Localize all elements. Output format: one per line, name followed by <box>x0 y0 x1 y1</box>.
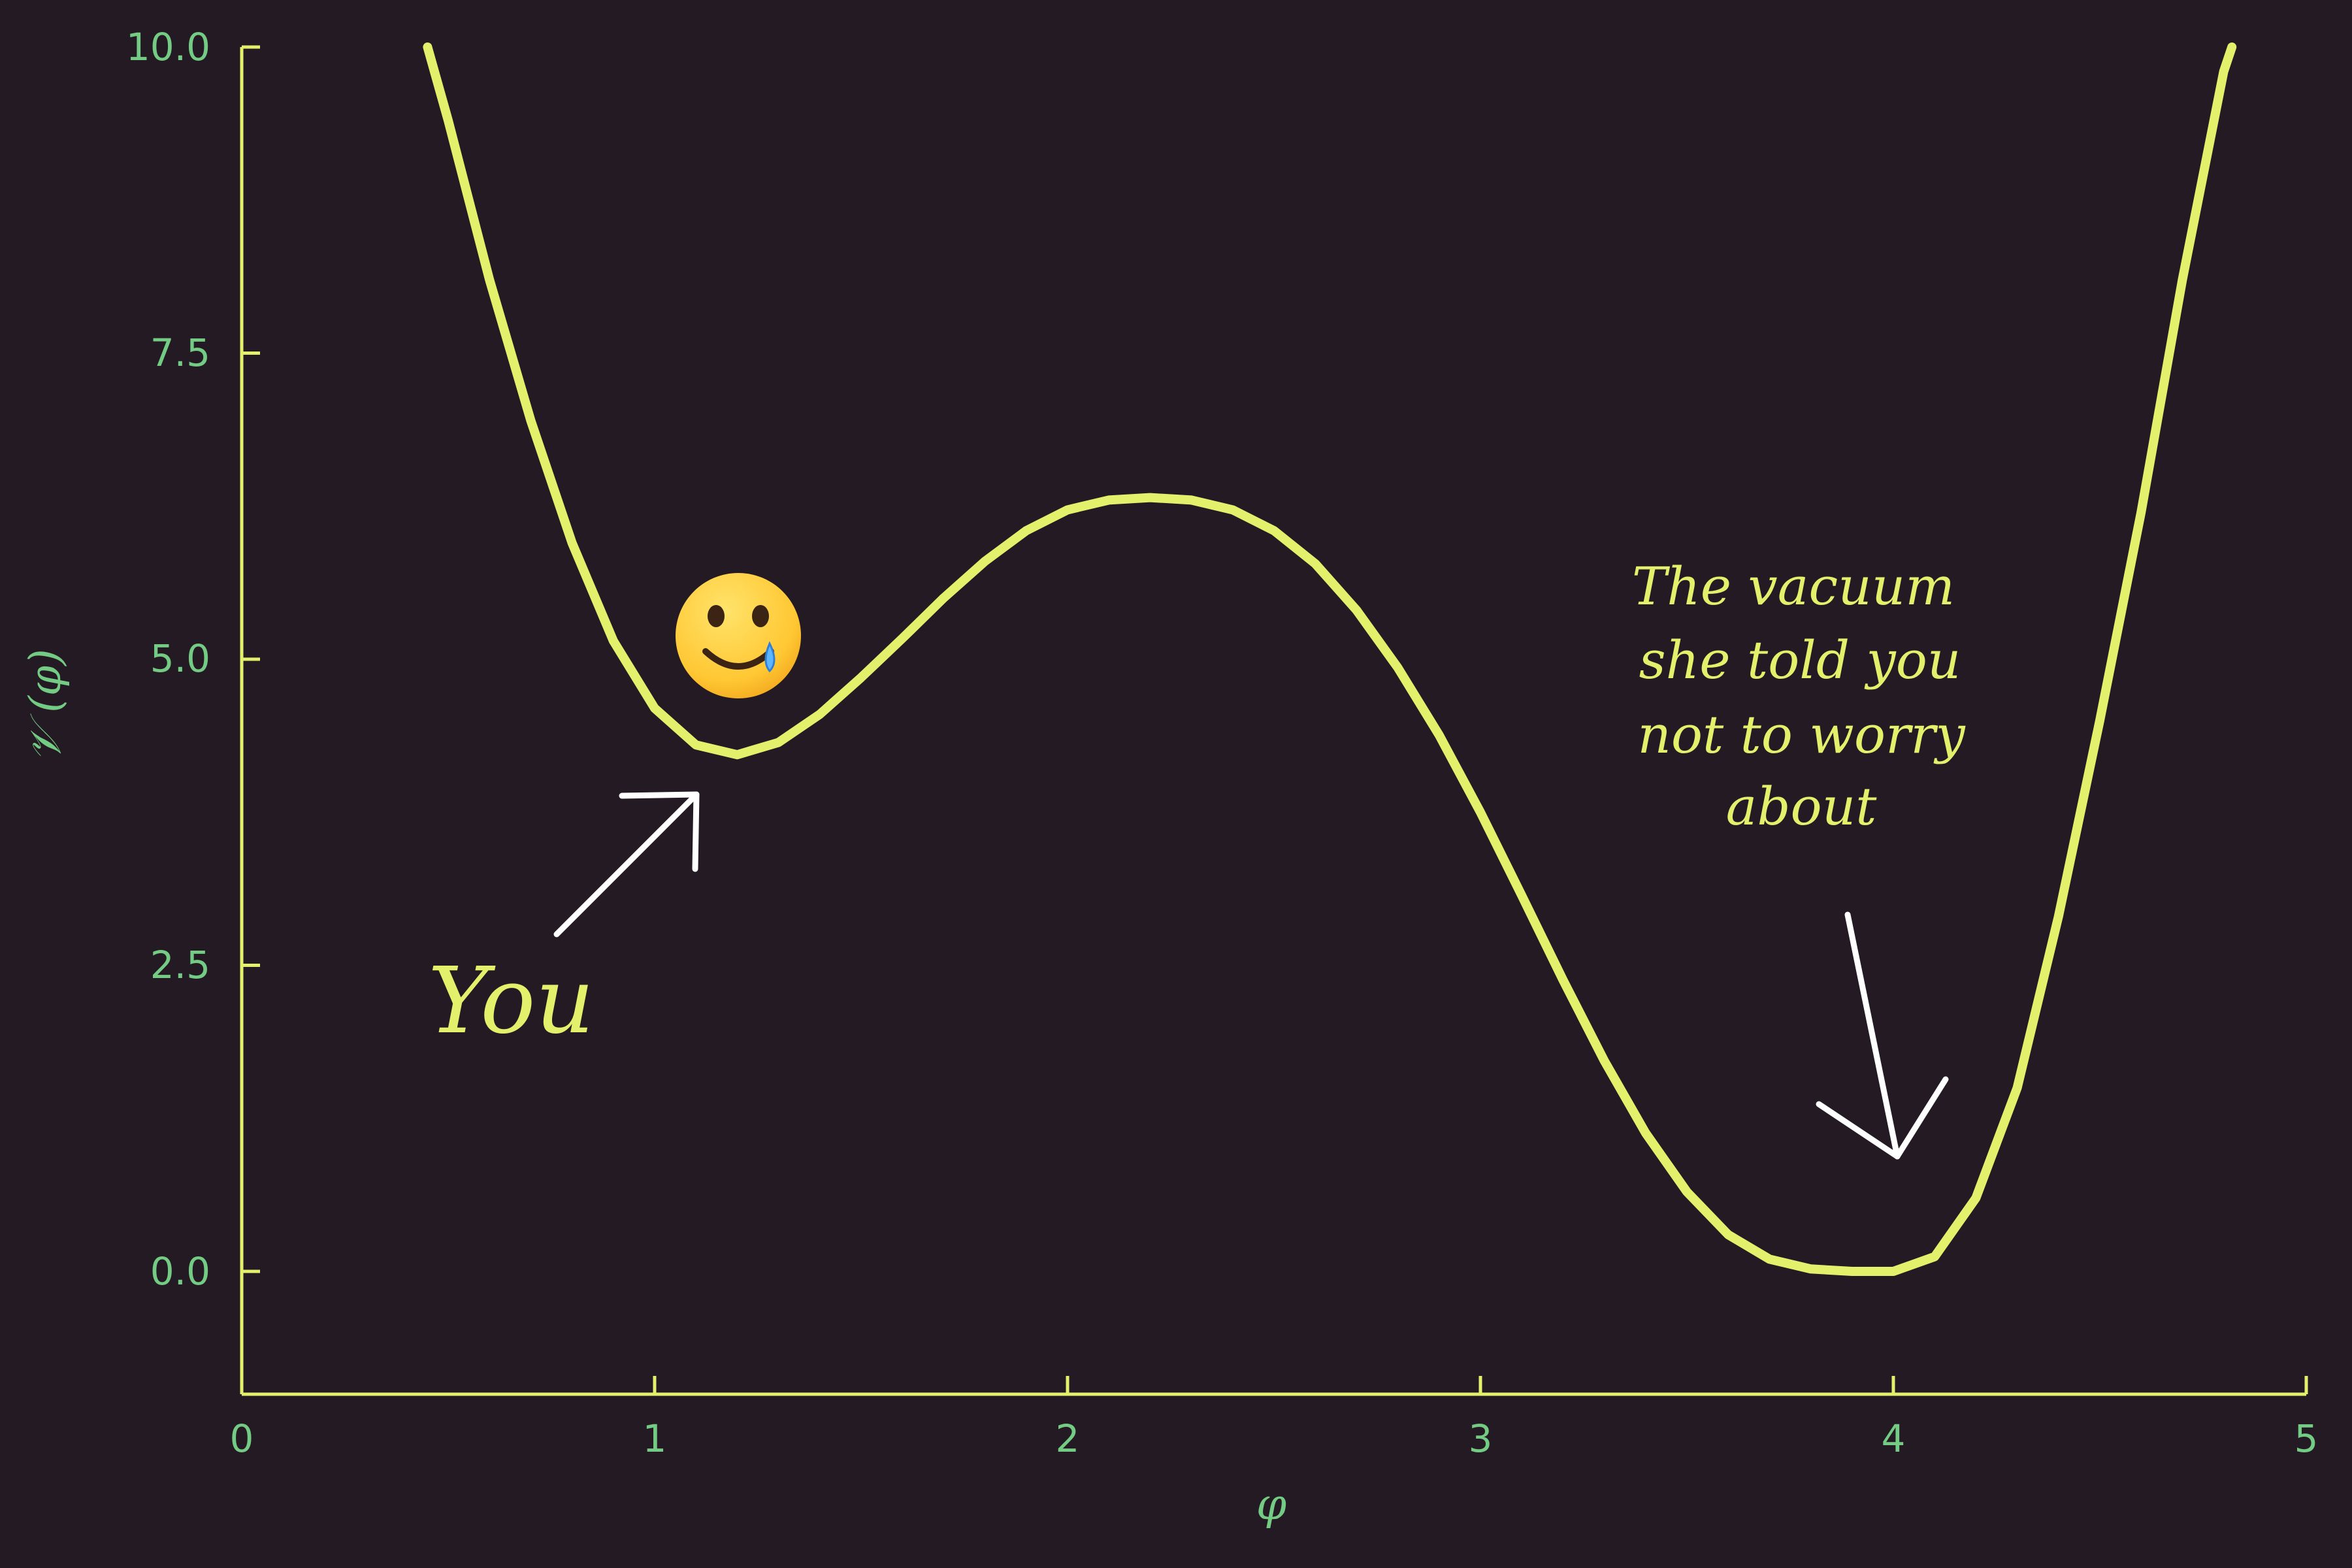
true-vacuum-line-1: The vacuum <box>1632 556 1955 617</box>
arrow-to-true-vacuum <box>1816 911 1949 1160</box>
y-axis-title: 𝒱 (φ) <box>20 649 71 762</box>
y-tick-label: 0.0 <box>150 1249 210 1294</box>
y-tick-label: 7.5 <box>150 331 210 375</box>
true-vacuum-line-4: about <box>1726 776 1878 837</box>
x-tick-label: 2 <box>1056 1416 1080 1461</box>
arrow-to-false-vacuum <box>553 791 700 938</box>
x-tick-label: 4 <box>1882 1416 1906 1461</box>
smiling-face-with-tear-icon <box>676 573 801 698</box>
y-tick-label: 5.0 <box>150 636 210 681</box>
true-vacuum-line-3: not to worry <box>1637 704 1966 765</box>
potential-curve <box>423 42 2237 1276</box>
x-tick-label: 0 <box>230 1416 254 1461</box>
y-tick-label: 2.5 <box>150 943 210 987</box>
true-vacuum-line-2: she told you <box>1639 630 1961 691</box>
you-label: You <box>428 948 595 1054</box>
y-tick-label: 10.0 <box>126 25 210 69</box>
x-tick-label: 5 <box>2295 1416 2319 1461</box>
tick-group <box>240 45 2308 1394</box>
x-tick-label: 3 <box>1469 1416 1493 1461</box>
x-tick-label: 1 <box>643 1416 667 1461</box>
x-axis-title: φ <box>1256 1479 1286 1529</box>
